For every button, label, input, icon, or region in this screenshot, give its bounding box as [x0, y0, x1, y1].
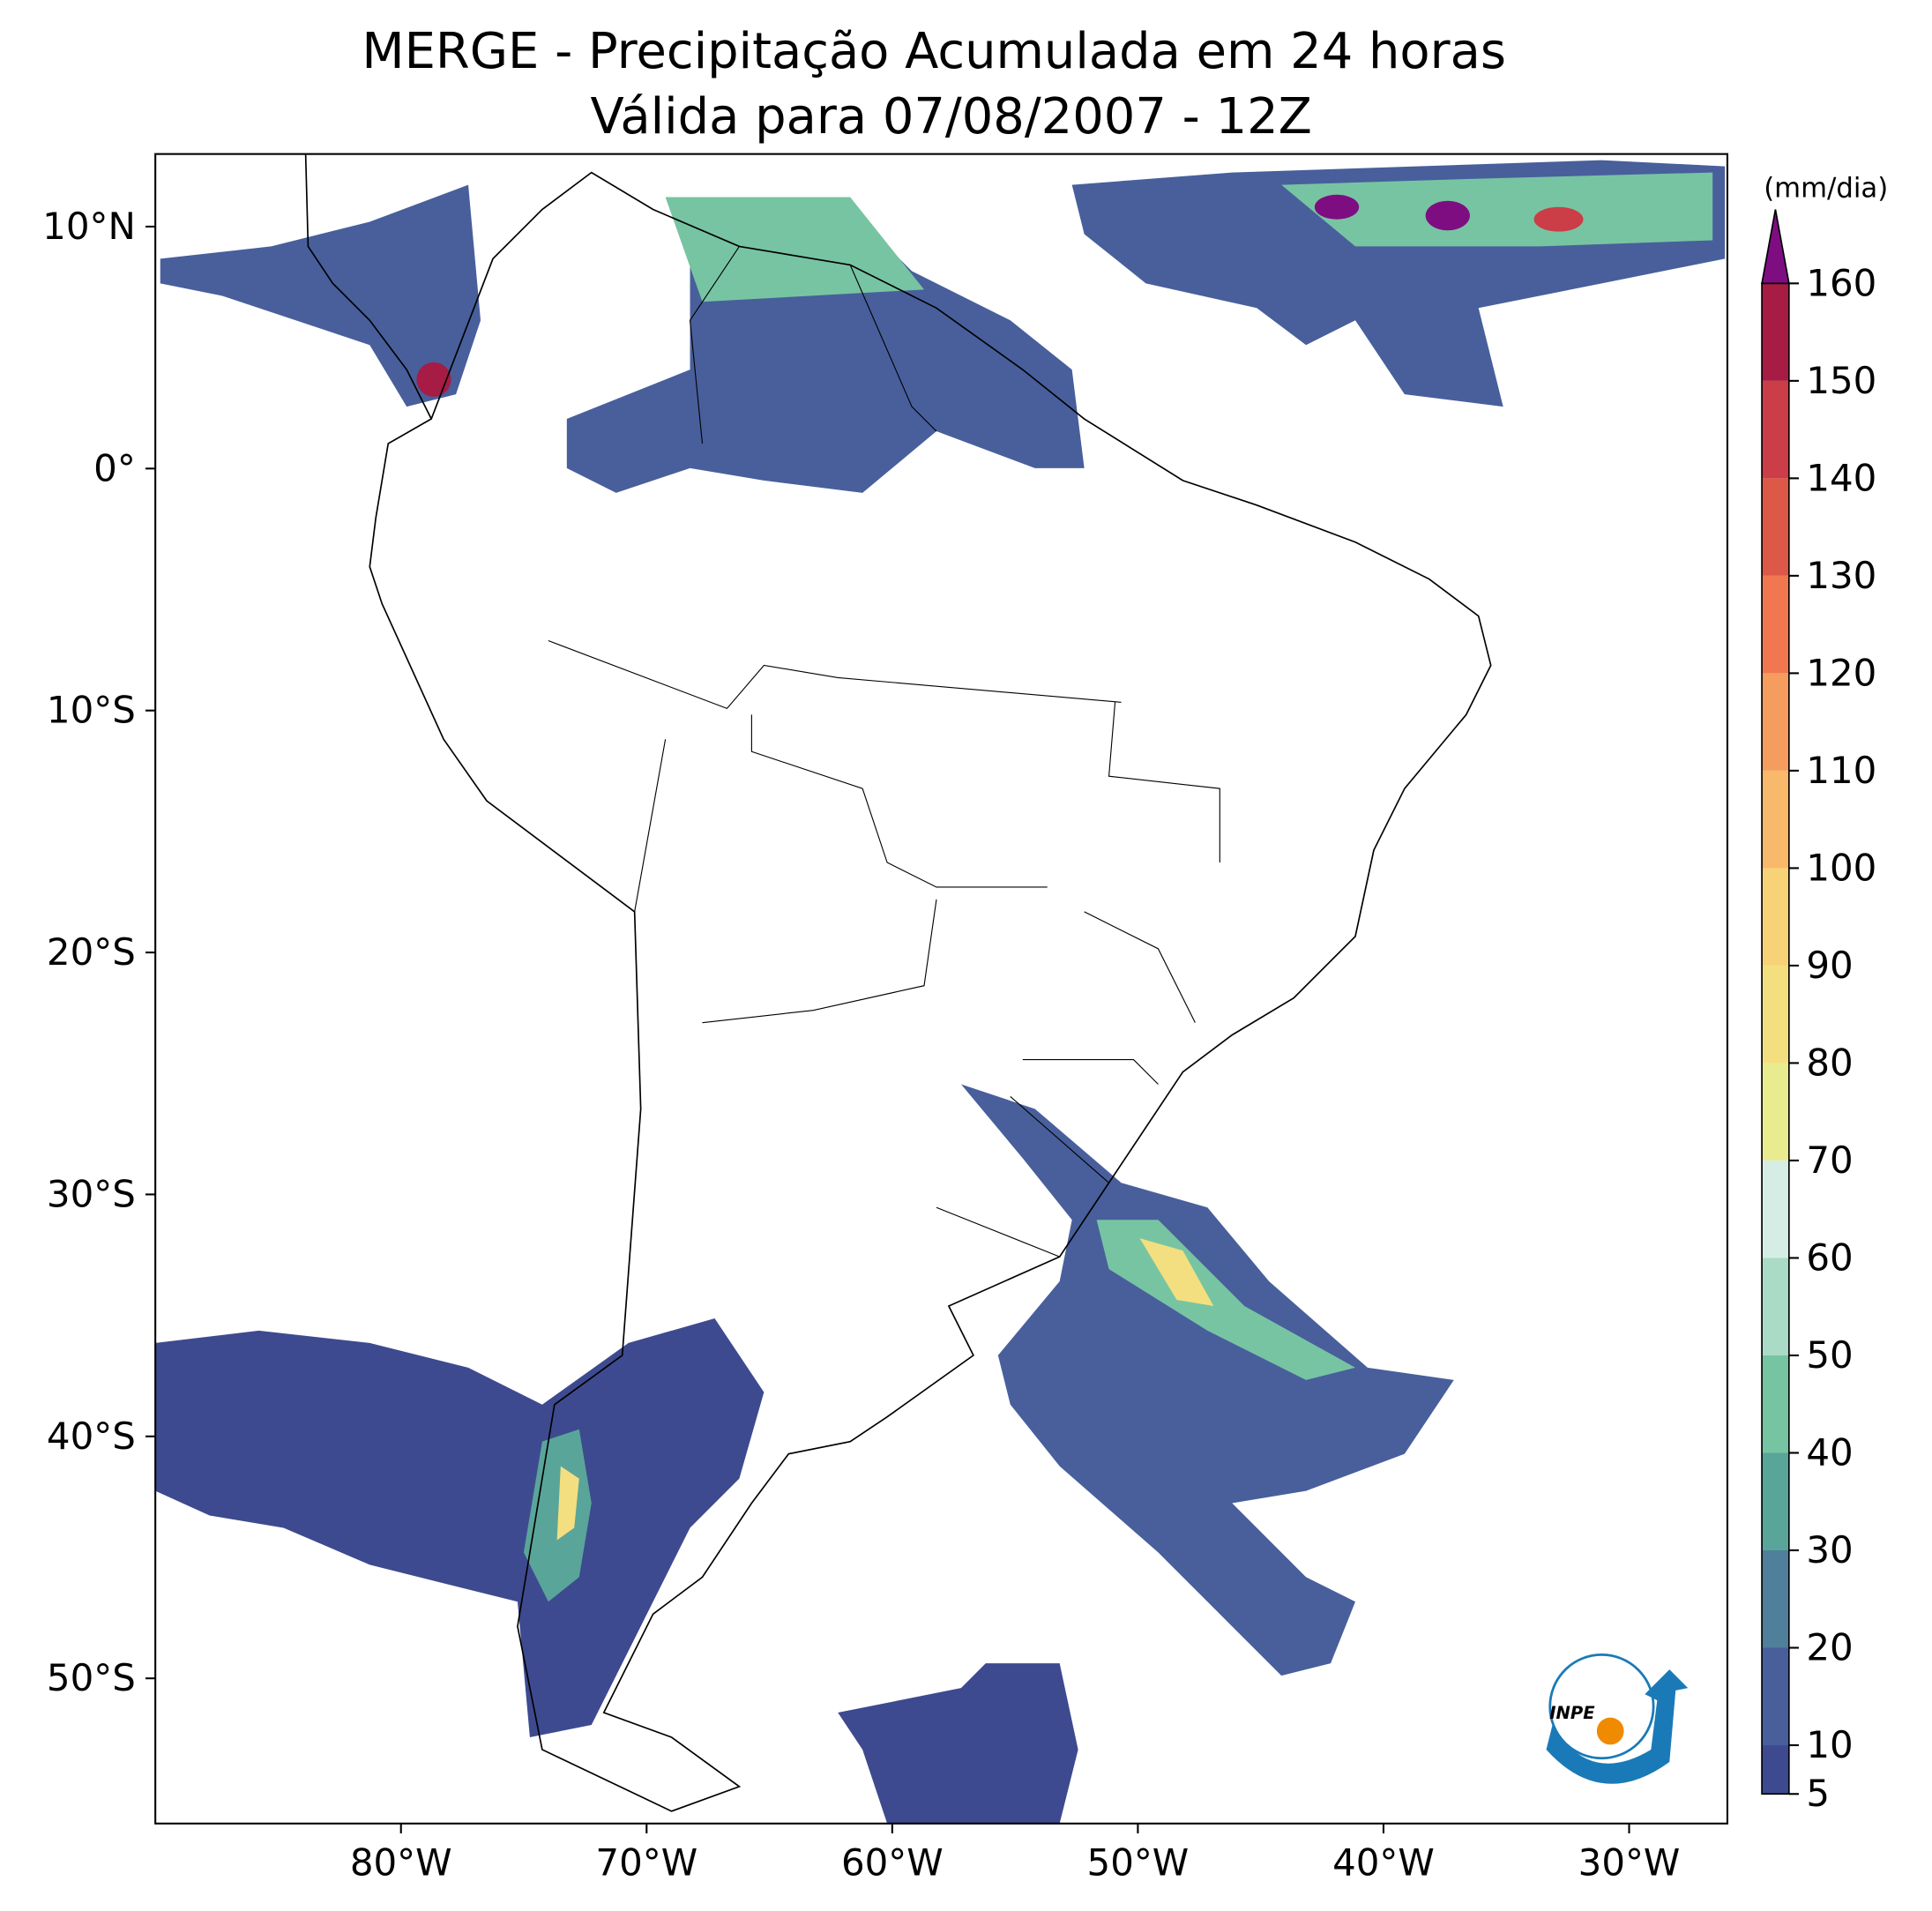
colorbar-band — [1762, 283, 1789, 381]
colorbar-tick-label: 110 — [1806, 749, 1876, 792]
logo-text: INPE — [1549, 1703, 1595, 1723]
x-tick-label: 60°W — [841, 1840, 944, 1884]
logo-arrow — [1546, 1669, 1689, 1784]
precip-atlantic — [960, 1084, 1454, 1676]
colorbar-band — [1762, 1063, 1789, 1161]
precip-itcz-core — [1281, 172, 1713, 247]
x-tick-label: 30°W — [1578, 1840, 1681, 1884]
colorbar-extend — [1761, 209, 1790, 285]
colorbar-band — [1762, 1355, 1789, 1453]
colorbar-tick-label: 140 — [1806, 456, 1876, 499]
colorbar-band — [1762, 868, 1789, 966]
x-tick-label: 70°W — [595, 1840, 697, 1884]
logo-ring — [1548, 1653, 1655, 1760]
colorbar-band — [1762, 1745, 1789, 1795]
colorbar-band — [1762, 1160, 1789, 1258]
x-tick-label: 50°W — [1087, 1840, 1190, 1884]
precip-patagonia-core — [523, 1429, 592, 1602]
colorbar-tick-label: 100 — [1806, 846, 1876, 889]
colorbar-band — [1762, 380, 1789, 479]
map-area — [154, 153, 1728, 1825]
colorbar-tick-label: 30 — [1806, 1528, 1853, 1571]
colorbar-tick-label: 20 — [1806, 1625, 1853, 1668]
colorbar-tick-label: 160 — [1806, 261, 1876, 304]
colorbar-tick-label: 60 — [1806, 1235, 1853, 1279]
colorbar-band — [1762, 1549, 1789, 1648]
y-tick-label: 30°S — [47, 1172, 136, 1215]
colorbar-tick-label: 50 — [1806, 1333, 1853, 1377]
precip-guianas-wet — [665, 197, 924, 302]
colorbar-tick-label: 150 — [1806, 359, 1876, 402]
colorbar-tick-label: 40 — [1806, 1430, 1853, 1474]
colorbar-tick-label: 90 — [1806, 944, 1853, 987]
axes: 80°W 70°W 60°W 50°W 40°W 30°W 10°N 0° 10°S 20°S 30… — [42, 205, 1680, 1885]
map-layers — [155, 153, 1726, 1824]
colorbar-tick-label: 80 — [1806, 1041, 1853, 1084]
colorbar: 5 10 20 30 40 50 60 70 80 90 100 110 120 130 140 150 160 — [1761, 209, 1876, 1815]
subtitle: Válida para 07/08/2007 - 12Z — [591, 88, 1312, 146]
colorbar-band — [1762, 1647, 1789, 1746]
colorbar-tick-label: 70 — [1806, 1138, 1853, 1182]
colorbar-band — [1762, 770, 1789, 869]
colorbar-band — [1762, 575, 1789, 674]
colorbar-band — [1762, 965, 1789, 1064]
central-america-outline — [304, 153, 432, 420]
precip-peak — [1314, 194, 1360, 220]
colorbar-band — [1762, 478, 1789, 576]
colorbar-tick-label: 5 — [1806, 1772, 1830, 1815]
precip-peak — [1425, 200, 1470, 231]
colorbar-tick-label: 130 — [1806, 554, 1876, 597]
colorbar-band — [1762, 1258, 1789, 1355]
south-america-outline — [369, 171, 1492, 1812]
title: MERGE - Precipitação Acumulada em 24 hor… — [362, 23, 1506, 80]
y-tick-label: 10°S — [47, 689, 136, 732]
precip-caribbean — [160, 184, 481, 407]
precip-south-sea — [838, 1663, 1078, 1824]
precip-patagonia — [155, 1318, 765, 1737]
logo: INPE — [1546, 1653, 1689, 1784]
logo-dot — [1596, 1717, 1624, 1745]
y-tick-label: 20°S — [47, 930, 136, 974]
precip-peak — [1533, 206, 1584, 232]
colorbar-frame — [1761, 282, 1790, 1795]
colorbar-tick-label: 120 — [1806, 651, 1876, 694]
borders — [548, 246, 1220, 1258]
y-tick-label: 10°N — [42, 205, 136, 248]
x-tick-label: 80°W — [350, 1840, 452, 1884]
y-tick-label: 40°S — [47, 1415, 136, 1458]
precip-patagonia-peak — [556, 1466, 579, 1541]
y-tick-label: 0° — [93, 446, 136, 489]
map-frame — [154, 153, 1728, 1825]
colorbar-label: (mm/dia) — [1764, 173, 1888, 205]
precip-atlantic-peak — [1139, 1238, 1214, 1306]
colorbar-tick-label: 10 — [1806, 1723, 1853, 1766]
colorbar-band — [1762, 1452, 1789, 1550]
y-tick-label: 50°S — [47, 1656, 136, 1699]
colorbar-band — [1762, 673, 1789, 771]
x-tick-label: 40°W — [1332, 1840, 1435, 1884]
